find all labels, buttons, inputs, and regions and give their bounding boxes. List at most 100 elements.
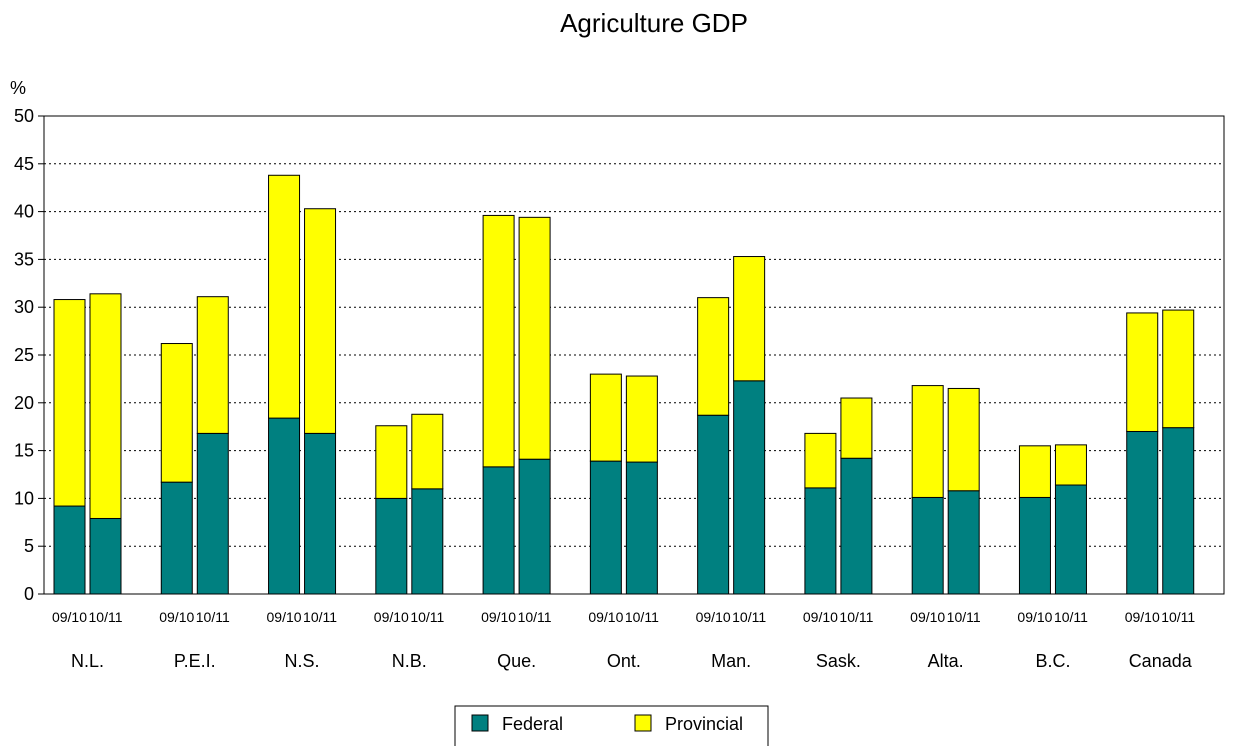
bar-federal-2-0 [268,417,301,595]
bar-federal-7-0 [804,487,837,595]
bar-federal-8-0 [911,496,944,595]
y-axis-label: % [10,78,26,98]
bar-federal-4-0 [482,466,515,595]
x-period-label: 10/11 [947,609,981,625]
legend-swatch-provincial [634,714,652,732]
bar-provincial-9-0 [1018,445,1051,498]
x-period-label: 09/10 [159,609,194,625]
y-tick-label: 15 [14,441,34,461]
bar-provincial-1-0 [160,343,193,483]
bar-provincial-6-0 [697,297,730,416]
bar-federal-2-1 [304,432,337,595]
x-period-label: 09/10 [481,609,516,625]
x-period-label: 10/11 [732,609,766,625]
bar-provincial-2-0 [268,174,301,419]
x-period-label: 10/11 [839,609,873,625]
bar-provincial-10-1 [1162,309,1195,429]
plot-frame [43,115,1225,595]
bar-provincial-3-1 [411,413,444,490]
y-axis-ticks: 0 5 10 15 20 25 30 35 40 45 50 [14,106,44,604]
x-region-label: N.L. [71,651,104,671]
x-period-label: 09/10 [696,609,731,625]
bar-federal-3-0 [375,497,408,595]
x-period-label: 10/11 [303,609,337,625]
x-region-label: N.S. [285,651,320,671]
x-region-label: Alta. [928,651,964,671]
bar-federal-10-1 [1162,427,1195,595]
y-tick-label: 50 [14,106,34,126]
y-tick-label: 10 [14,488,34,508]
x-region-label: Ont. [607,651,641,671]
legend-swatch-federal [471,714,489,732]
bar-provincial-8-0 [911,385,944,498]
bar-federal-5-0 [589,460,622,595]
bar-federal-10-0 [1126,430,1159,595]
x-axis-labels: 09/10 10/11N.L.09/10 10/11P.E.I.09/10 10/11… [52,609,1195,671]
x-period-label: 10/11 [625,609,659,625]
x-region-label: Man. [711,651,751,671]
x-period-label: 09/10 [52,609,87,625]
bar-federal-0-0 [53,505,86,595]
bar-federal-0-1 [89,517,122,595]
bar-federal-8-1 [947,490,980,595]
bar-provincial-4-0 [482,214,515,468]
bar-provincial-7-1 [840,397,873,459]
x-region-label: Canada [1129,651,1193,671]
y-tick-label: 0 [24,584,34,604]
bar-federal-7-1 [840,457,873,595]
chart-title: Agriculture GDP [560,8,748,38]
x-period-label: 10/11 [1054,609,1088,625]
bar-provincial-1-1 [196,296,229,434]
x-period-label: 09/10 [803,609,838,625]
x-region-label: B.C. [1035,651,1070,671]
x-period-label: 10/11 [410,609,444,625]
x-region-label: P.E.I. [174,651,216,671]
y-tick-label: 40 [14,202,34,222]
bar-federal-1-1 [196,432,229,595]
bar-provincial-6-1 [733,256,766,382]
bar-federal-6-1 [733,380,766,595]
y-tick-label: 45 [14,154,34,174]
x-region-label: Sask. [816,651,861,671]
x-period-label: 09/10 [267,609,302,625]
bar-federal-1-0 [160,481,193,595]
x-period-label: 10/11 [196,609,230,625]
x-period-label: 10/11 [518,609,552,625]
bar-provincial-3-0 [375,425,408,499]
y-tick-label: 30 [14,297,34,317]
bar-provincial-2-1 [304,208,337,434]
bar-provincial-7-0 [804,432,837,489]
x-period-label: 09/10 [1017,609,1052,625]
legend: Federal Provincial [454,705,769,746]
bar-provincial-0-0 [53,299,86,507]
x-period-label: 09/10 [910,609,945,625]
bar-federal-9-1 [1054,484,1087,595]
bars [53,174,1195,595]
bar-provincial-5-1 [625,375,658,463]
bar-federal-9-0 [1018,496,1051,595]
bar-provincial-5-0 [589,373,622,462]
bar-provincial-0-1 [89,293,122,519]
y-tick-label: 20 [14,393,34,413]
y-tick-label: 5 [24,536,34,556]
bar-federal-5-1 [625,461,658,595]
x-period-label: 09/10 [588,609,623,625]
bar-federal-6-0 [697,414,730,595]
x-region-label: Que. [497,651,536,671]
x-period-label: 10/11 [1161,609,1195,625]
bar-provincial-9-1 [1054,444,1087,486]
x-region-label: N.B. [392,651,427,671]
x-period-label: 09/10 [1125,609,1160,625]
y-tick-label: 35 [14,249,34,269]
x-period-label: 09/10 [374,609,409,625]
y-tick-label: 25 [14,345,34,365]
x-period-label: 10/11 [89,609,123,625]
bar-federal-3-1 [411,488,444,595]
legend-box [454,705,769,746]
bar-provincial-4-1 [518,216,551,460]
legend-label-provincial: Provincial [665,714,743,734]
bar-federal-4-1 [518,458,551,595]
bar-provincial-8-1 [947,387,980,492]
bar-provincial-10-0 [1126,312,1159,432]
